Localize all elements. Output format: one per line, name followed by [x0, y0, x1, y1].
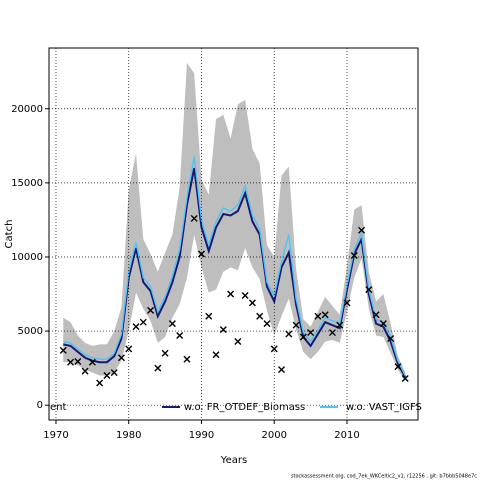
catch-marker — [292, 321, 300, 329]
catch-marker — [110, 369, 118, 377]
catch-marker — [278, 366, 286, 374]
catch-marker — [379, 320, 387, 328]
x-tick-label: 2010 — [334, 430, 359, 441]
catch-marker — [219, 326, 227, 334]
catch-marker — [314, 312, 322, 320]
catch-marker — [299, 333, 307, 341]
catch-marker — [67, 358, 75, 366]
catch-marker — [401, 375, 409, 382]
x-tick-label: 2000 — [262, 430, 287, 441]
x-tick-label: 1990 — [189, 430, 214, 441]
y-tick-label: 15000 — [11, 178, 43, 189]
plot-area — [59, 62, 409, 387]
catch-marker — [365, 286, 373, 294]
catch-marker — [88, 358, 96, 366]
catch-marker — [81, 367, 89, 375]
catch-marker — [161, 349, 169, 357]
y-axis-label: Catch — [4, 220, 15, 249]
y-tick-label: 20000 — [11, 104, 43, 115]
catch-marker — [212, 351, 220, 359]
catch-marker — [59, 346, 67, 354]
catch-marker — [358, 226, 366, 234]
catch-marker — [343, 299, 351, 307]
catch-marker — [387, 334, 395, 342]
x-tick-label: 1970 — [43, 430, 68, 441]
confidence-band — [63, 62, 406, 382]
catch-marker — [372, 311, 380, 319]
footer: stockassessment.org, cod_7ek_WKCeltic2_v… — [291, 474, 477, 480]
catch-marker — [321, 311, 329, 319]
catch-marker — [147, 306, 155, 314]
x-tick-label: 1980 — [116, 430, 141, 441]
catch-marker — [227, 290, 235, 298]
line — [63, 167, 407, 378]
catch-marker — [197, 250, 205, 258]
legend-label: w.o. FR_OTDEF_Biomass — [184, 402, 305, 413]
catch-marker — [234, 337, 242, 345]
catch-marker — [190, 214, 198, 222]
catch-marker — [336, 321, 344, 329]
y-tick-label: 10000 — [11, 252, 43, 263]
legend-label: w.o. VAST_IGFS — [346, 402, 422, 413]
catch-marker — [132, 323, 140, 331]
y-tick-label: 5000 — [18, 326, 43, 337]
catch-marker — [168, 320, 176, 328]
catch-marker — [139, 318, 147, 326]
catch-marker — [248, 299, 256, 307]
catch-marker — [96, 379, 104, 387]
catch-marker — [256, 312, 264, 320]
legend-label: ent — [50, 402, 66, 413]
line — [63, 156, 406, 376]
catch-marker — [205, 312, 213, 320]
plot-frame — [48, 47, 419, 421]
catch-marker — [103, 372, 111, 380]
catch-marker — [241, 292, 249, 300]
catch-marker — [74, 357, 82, 365]
catch-marker — [307, 329, 315, 337]
catch-marker — [350, 251, 358, 259]
y-tick-label: 0 — [37, 400, 43, 411]
catch-marker — [183, 355, 191, 363]
catch-marker — [328, 329, 336, 337]
catch-marker — [117, 354, 125, 362]
catch-marker — [263, 320, 271, 328]
catch-marker — [154, 364, 162, 372]
catch-marker — [394, 363, 402, 371]
catch-marker — [285, 330, 293, 338]
x-axis-label: Years — [220, 455, 247, 466]
catch-marker — [176, 332, 184, 340]
